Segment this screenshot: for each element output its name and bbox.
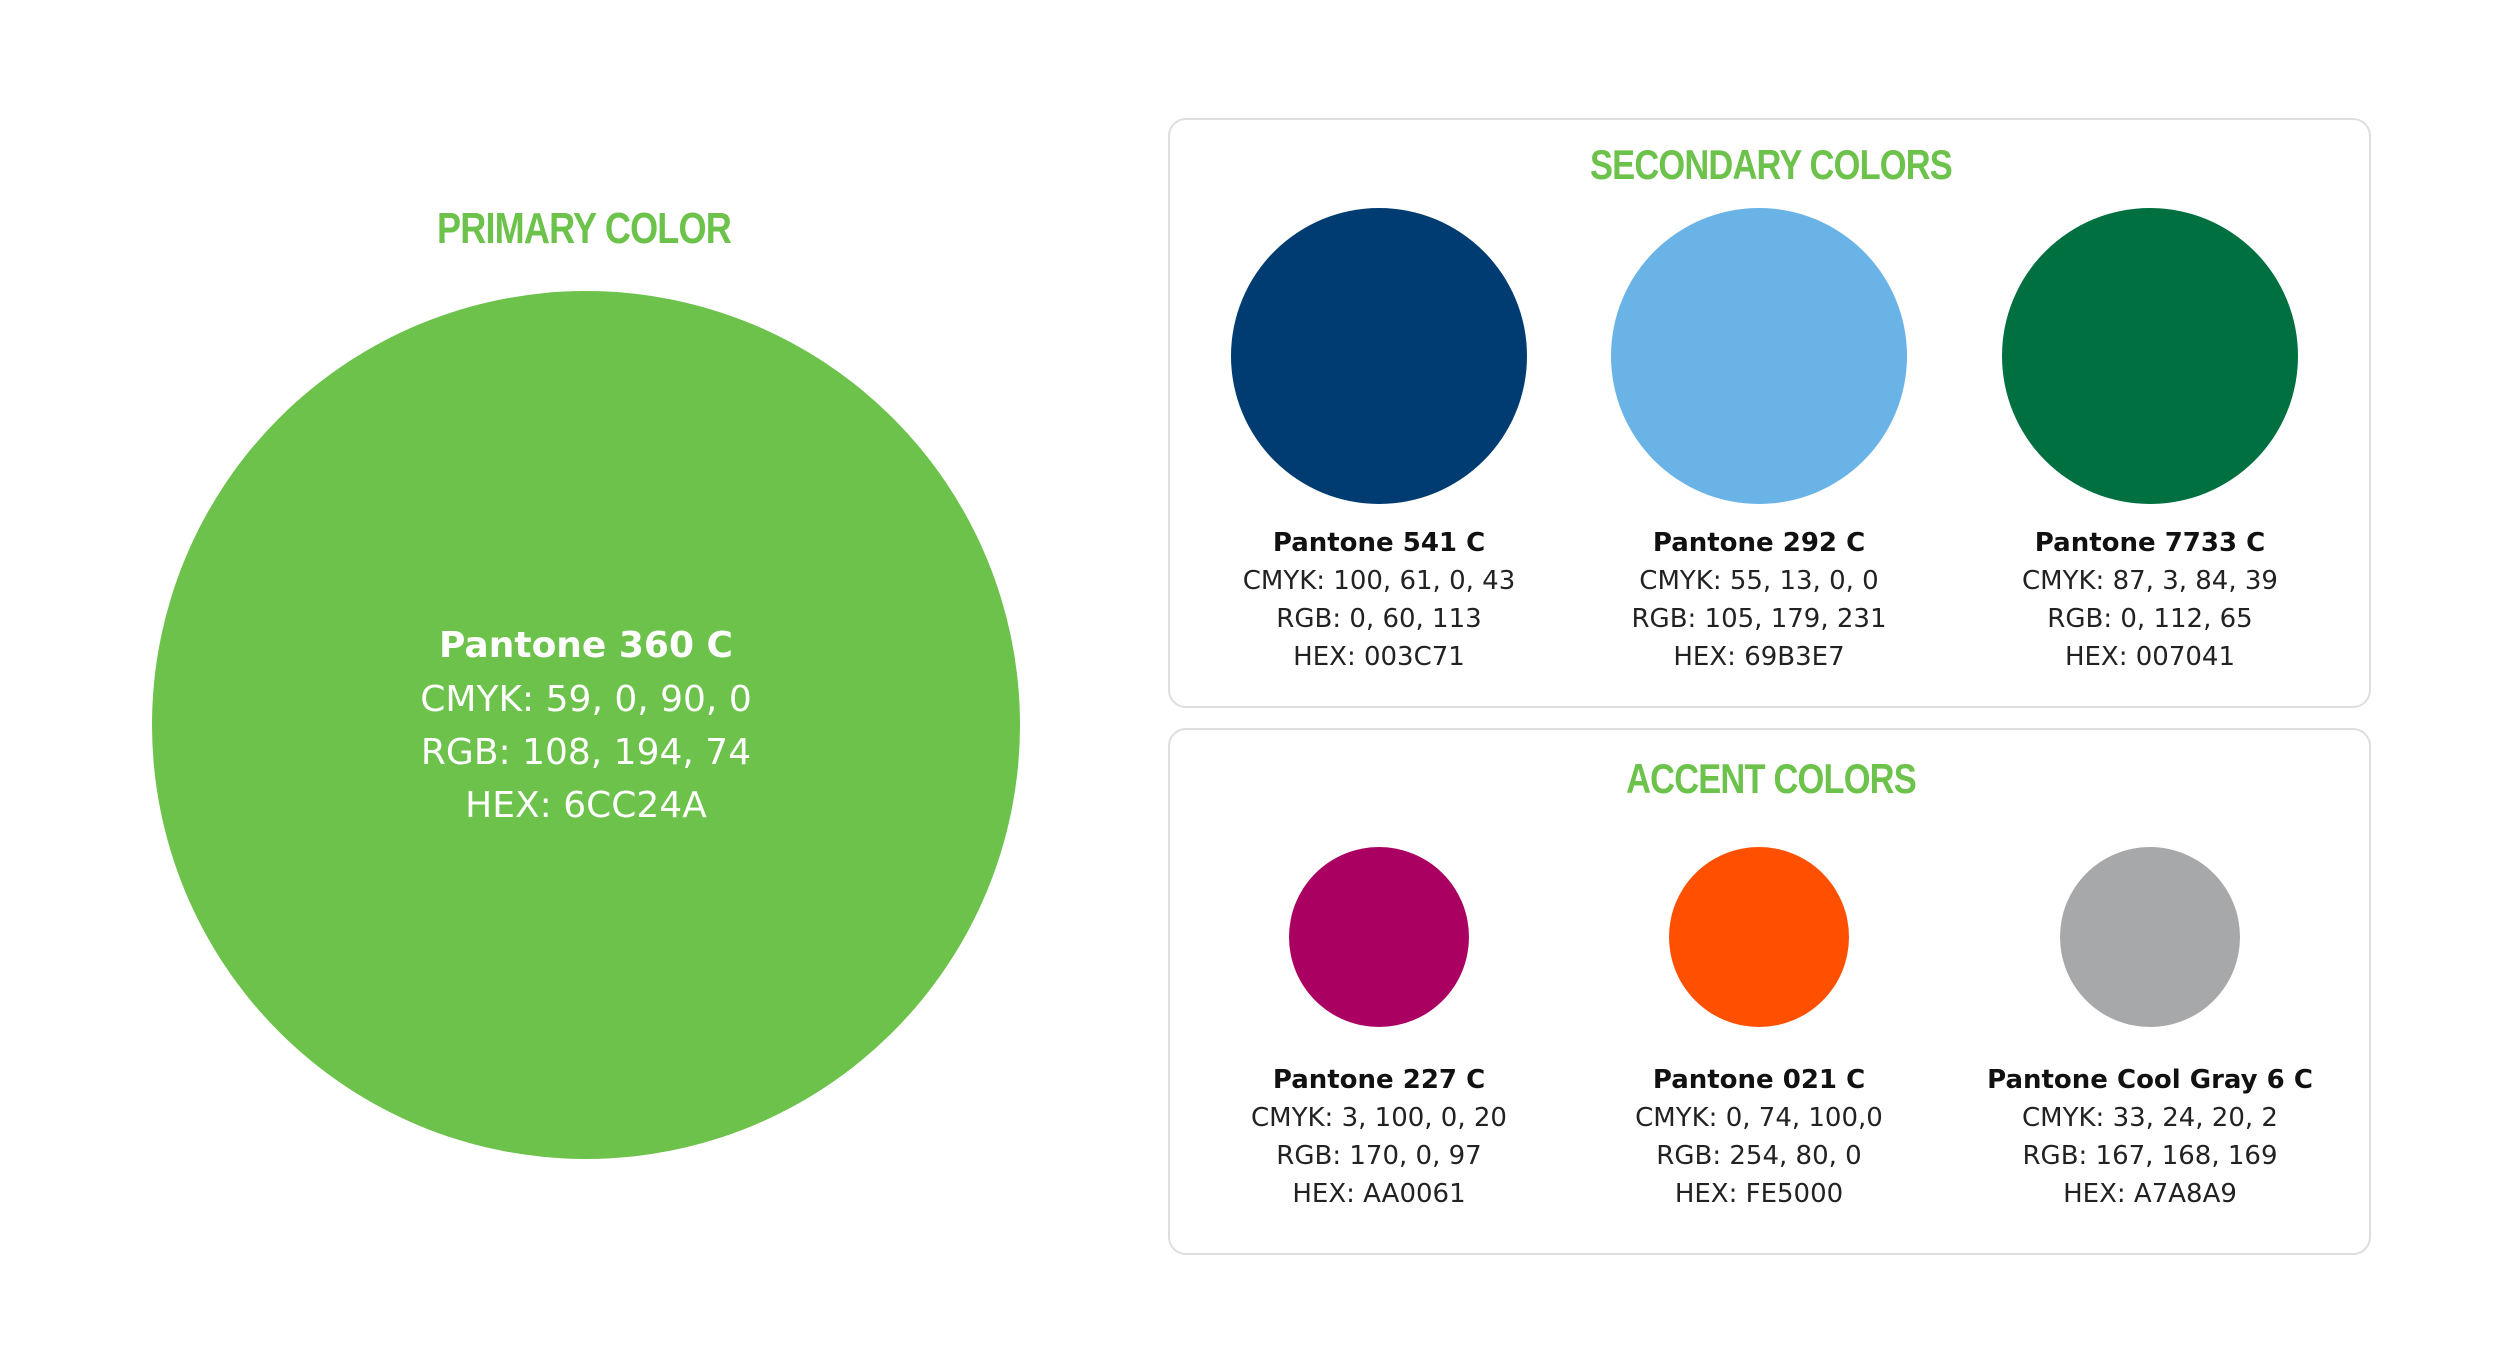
color-dot bbox=[2002, 208, 2298, 504]
accent-swatch: Pantone 227 C CMYK: 3, 100, 0, 20 RGB: 1… bbox=[1179, 847, 1579, 1213]
swatch-hex: HEX: 007041 bbox=[2064, 642, 2236, 672]
swatch-cmyk: CMYK: 3, 100, 0, 20 bbox=[1251, 1103, 1507, 1133]
swatch-rgb: RGB: 170, 0, 97 bbox=[1276, 1141, 1482, 1171]
primary-color-rgb: RGB: 108, 194, 74 bbox=[420, 731, 752, 773]
swatch-hex: HEX: 003C71 bbox=[1293, 642, 1465, 672]
primary-color-name: Pantone 360 C bbox=[439, 624, 733, 666]
swatch-rgb: RGB: 0, 112, 65 bbox=[2047, 604, 2253, 634]
swatch-cmyk: CMYK: 100, 61, 0, 43 bbox=[1242, 566, 1516, 596]
secondary-swatch: Pantone 541 C CMYK: 100, 61, 0, 43 RGB: … bbox=[1179, 208, 1579, 676]
swatch-name: Pantone 021 C bbox=[1652, 1065, 1866, 1095]
secondary-swatch: Pantone 7733 C CMYK: 87, 3, 84, 39 RGB: … bbox=[1950, 208, 2350, 676]
secondary-swatch: Pantone 292 C CMYK: 55, 13, 0, 0 RGB: 10… bbox=[1559, 208, 1959, 676]
swatch-name: Pantone 292 C bbox=[1652, 528, 1866, 558]
swatch-name: Pantone Cool Gray 6 C bbox=[1987, 1065, 2313, 1095]
color-dot bbox=[1289, 847, 1469, 1027]
swatch-name: Pantone 7733 C bbox=[2034, 528, 2266, 558]
swatch-cmyk: CMYK: 55, 13, 0, 0 bbox=[1639, 566, 1879, 596]
swatch-hex: HEX: 69B3E7 bbox=[1673, 642, 1845, 672]
swatch-hex: HEX: AA0061 bbox=[1292, 1179, 1466, 1209]
color-dot bbox=[2060, 847, 2240, 1027]
accent-swatch: Pantone Cool Gray 6 C CMYK: 33, 24, 20, … bbox=[1950, 847, 2350, 1213]
primary-color-swatch: Pantone 360 C CMYK: 59, 0, 90, 0 RGB: 10… bbox=[152, 291, 1020, 1159]
swatch-rgb: RGB: 0, 60, 113 bbox=[1276, 604, 1482, 634]
swatch-rgb: RGB: 254, 80, 0 bbox=[1656, 1141, 1862, 1171]
swatch-name: Pantone 541 C bbox=[1272, 528, 1486, 558]
swatch-name: Pantone 227 C bbox=[1272, 1065, 1486, 1095]
accent-colors-heading: ACCENT COLORS bbox=[1626, 755, 1917, 802]
swatch-rgb: RGB: 167, 168, 169 bbox=[2022, 1141, 2278, 1171]
primary-color-hex: HEX: 6CC24A bbox=[465, 784, 707, 826]
accent-colors-panel: ACCENT COLORS Pantone 227 C CMYK: 3, 100… bbox=[1168, 728, 2371, 1255]
color-dot bbox=[1669, 847, 1849, 1027]
swatch-rgb: RGB: 105, 179, 231 bbox=[1631, 604, 1887, 634]
secondary-colors-heading: SECONDARY COLORS bbox=[1590, 141, 1953, 188]
primary-color-cmyk: CMYK: 59, 0, 90, 0 bbox=[420, 678, 752, 720]
accent-swatch: Pantone 021 C CMYK: 0, 74, 100,0 RGB: 25… bbox=[1559, 847, 1959, 1213]
swatch-hex: HEX: FE5000 bbox=[1674, 1179, 1844, 1209]
swatch-cmyk: CMYK: 33, 24, 20, 2 bbox=[2022, 1103, 2278, 1133]
swatch-cmyk: CMYK: 87, 3, 84, 39 bbox=[2022, 566, 2278, 596]
swatch-cmyk: CMYK: 0, 74, 100,0 bbox=[1635, 1103, 1883, 1133]
swatch-hex: HEX: A7A8A9 bbox=[2063, 1179, 2237, 1209]
secondary-colors-panel: SECONDARY COLORS Pantone 541 C CMYK: 100… bbox=[1168, 118, 2371, 708]
color-dot bbox=[1611, 208, 1907, 504]
color-dot bbox=[1231, 208, 1527, 504]
primary-color-heading: PRIMARY COLOR bbox=[436, 204, 732, 253]
